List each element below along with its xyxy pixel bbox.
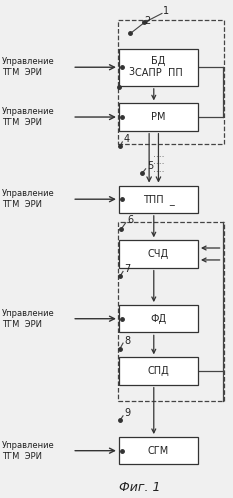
Bar xyxy=(118,20,224,144)
Text: СПД: СПД xyxy=(147,366,169,376)
Bar xyxy=(119,185,198,213)
Text: Управление
ТГМ  ЭРИ: Управление ТГМ ЭРИ xyxy=(2,441,55,461)
Bar xyxy=(119,49,198,86)
Text: БД
САПР  ПП: БД САПР ПП xyxy=(135,56,182,79)
Text: Управление
ТГМ  ЭРИ: Управление ТГМ ЭРИ xyxy=(2,309,55,329)
Text: Управление
ТГМ  ЭРИ: Управление ТГМ ЭРИ xyxy=(2,107,55,127)
Text: 8: 8 xyxy=(124,336,130,346)
Text: 4: 4 xyxy=(123,134,130,144)
Text: ....: .... xyxy=(153,150,164,159)
Text: 3: 3 xyxy=(128,67,134,77)
Text: РМ: РМ xyxy=(151,112,166,122)
Bar xyxy=(119,240,198,268)
Text: Управление
ТГМ  ЭРИ: Управление ТГМ ЭРИ xyxy=(2,57,55,77)
Text: ФД: ФД xyxy=(150,314,167,324)
Text: Фиг. 1: Фиг. 1 xyxy=(119,481,161,494)
Text: 9: 9 xyxy=(124,408,130,418)
Bar xyxy=(119,305,198,333)
Bar xyxy=(119,437,198,464)
Text: ....: .... xyxy=(153,165,164,174)
Text: СГМ: СГМ xyxy=(148,446,169,456)
Text: СЧД: СЧД xyxy=(148,249,169,259)
Text: Управление
ТГМ  ЭРИ: Управление ТГМ ЭРИ xyxy=(2,189,55,209)
Text: 6: 6 xyxy=(127,215,133,225)
Text: 5: 5 xyxy=(147,161,153,171)
Text: ТПП  _: ТПП _ xyxy=(143,194,174,205)
Bar xyxy=(119,103,198,130)
Text: 1: 1 xyxy=(163,6,169,16)
Bar xyxy=(119,358,198,384)
Text: 2: 2 xyxy=(144,16,151,26)
Bar xyxy=(118,222,224,401)
Text: 7: 7 xyxy=(124,264,130,274)
Text: ....: .... xyxy=(153,157,164,166)
